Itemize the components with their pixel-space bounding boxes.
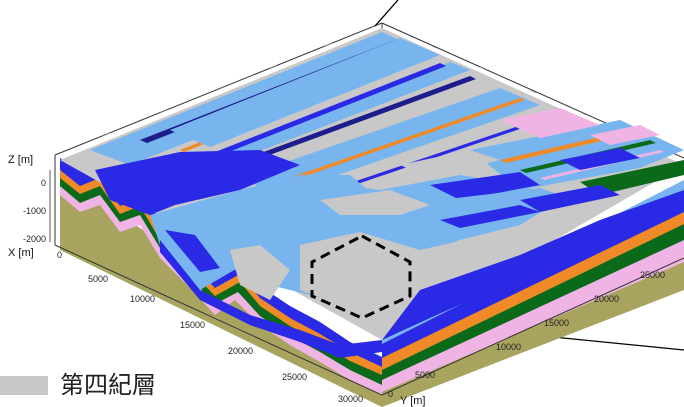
x-tick: 0 (57, 250, 62, 260)
legend-label: 第四紀層 (60, 371, 156, 399)
legend: 第四紀層 (0, 367, 156, 403)
x-axis-label: X [m] (8, 247, 34, 259)
highlight-hexagon (310, 234, 412, 320)
y-tick: 0 (388, 389, 393, 399)
x-tick: 30000 (338, 394, 363, 404)
x-tick: 15000 (180, 320, 205, 330)
y-tick: 15000 (544, 318, 569, 328)
z-tick: 0 (41, 178, 46, 188)
y-tick: 20000 (594, 294, 619, 304)
x-tick: 5000 (88, 274, 108, 284)
x-axis: X [m] 0 5000 10000 15000 20000 25000 300… (8, 247, 363, 404)
z-axis: Z [m] 0 -1000 -2000 (8, 154, 51, 244)
z-tick: -1000 (23, 206, 46, 216)
x-tick: 20000 (228, 346, 253, 356)
y-tick: 25000 (640, 270, 665, 280)
z-axis-label: Z [m] (8, 154, 33, 166)
y-axis: 0 Y [m] 5000 10000 15000 20000 25000 (388, 270, 665, 407)
x-tick: 10000 (130, 294, 155, 304)
y-tick: 5000 (415, 370, 435, 380)
front-edges (54, 155, 684, 396)
y-tick: 10000 (496, 342, 521, 352)
top-surface (60, 28, 684, 358)
legend-swatch (0, 375, 48, 395)
z-tick: -2000 (23, 234, 46, 244)
y-axis-label: Y [m] (400, 395, 425, 407)
x-tick: 25000 (282, 372, 307, 382)
